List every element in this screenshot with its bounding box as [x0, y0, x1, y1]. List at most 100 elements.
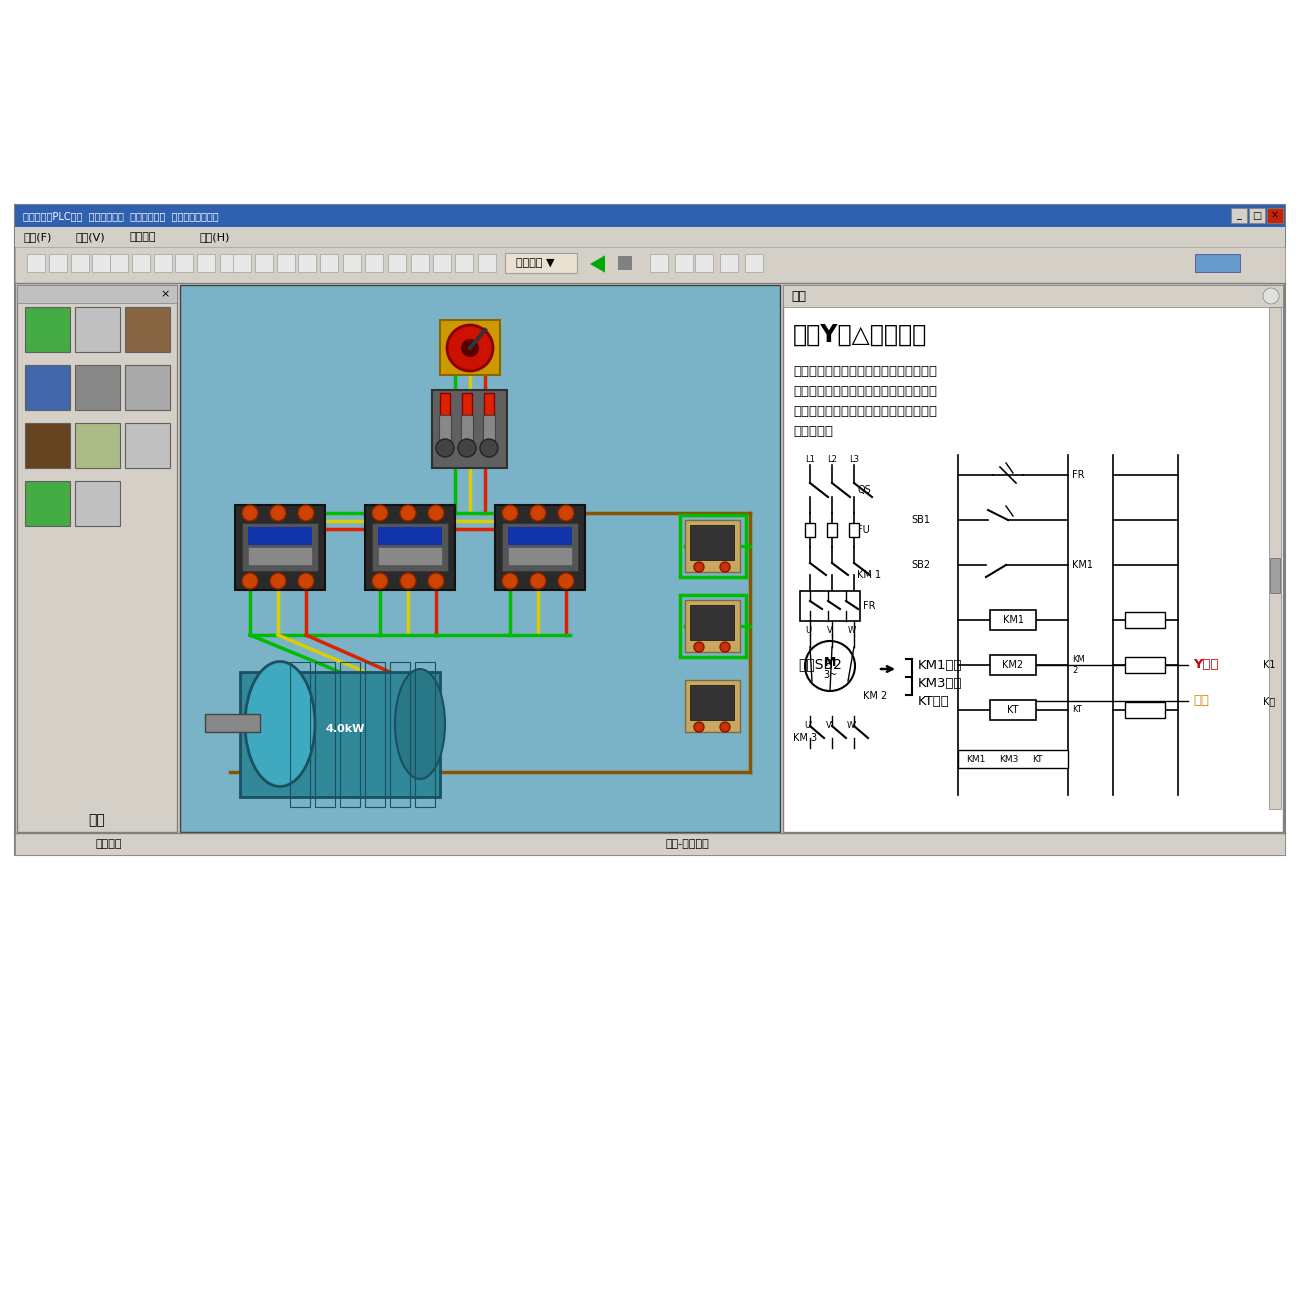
Bar	[248, 526, 312, 545]
Bar	[411, 254, 429, 272]
Text: KT得电: KT得电	[918, 696, 950, 708]
Bar	[675, 254, 693, 272]
Bar	[991, 655, 1036, 675]
Bar	[242, 523, 318, 571]
Bar	[504, 254, 577, 273]
Bar	[849, 523, 859, 537]
Text: KM 1: KM 1	[857, 569, 881, 580]
Bar	[495, 504, 585, 590]
Bar	[696, 254, 712, 272]
Text: W: W	[848, 627, 857, 634]
Circle shape	[242, 504, 257, 521]
Bar	[233, 254, 251, 272]
Text: U: U	[805, 627, 811, 634]
Circle shape	[298, 504, 315, 521]
Text: 电源: 电源	[88, 812, 105, 827]
Bar	[484, 415, 495, 439]
Text: KM2: KM2	[1002, 660, 1023, 670]
Text: FR: FR	[863, 601, 875, 611]
Ellipse shape	[244, 662, 315, 786]
Bar	[153, 254, 172, 272]
Bar	[179, 285, 780, 832]
Bar	[827, 523, 837, 537]
Bar	[25, 481, 70, 526]
Bar	[415, 662, 436, 807]
Bar	[1269, 307, 1280, 809]
Text: KM1: KM1	[966, 754, 985, 763]
Bar	[248, 547, 312, 566]
Text: KM3: KM3	[998, 754, 1018, 763]
Bar	[72, 254, 88, 272]
Bar	[805, 523, 815, 537]
Circle shape	[720, 562, 731, 572]
Text: Y起动: Y起动	[1193, 659, 1218, 672]
Text: 按下SB2: 按下SB2	[798, 656, 842, 671]
Bar	[502, 523, 578, 571]
Bar	[484, 393, 494, 415]
Circle shape	[270, 573, 286, 589]
Text: M: M	[824, 655, 836, 668]
Text: □: □	[1252, 211, 1261, 221]
Circle shape	[720, 722, 731, 732]
Bar	[365, 662, 385, 807]
Text: KM1: KM1	[1072, 560, 1093, 569]
Circle shape	[447, 325, 493, 370]
Circle shape	[462, 339, 478, 358]
Text: 帮助(H): 帮助(H)	[200, 231, 230, 242]
Bar	[783, 285, 1283, 832]
Bar	[685, 601, 740, 653]
Bar	[205, 714, 260, 732]
Bar	[439, 393, 450, 415]
Bar	[1124, 612, 1165, 628]
Bar	[1124, 656, 1165, 673]
Bar	[439, 320, 500, 374]
Bar	[455, 254, 473, 272]
Text: 该方法用于定子绕组在正常运行时接为三
角形的电动机，；电动机起动时，定子绕
组首先接成星形，至启动即将完成时再换
接成三角形: 该方法用于定子绕组在正常运行时接为三 角形的电动机，；电动机起动时，定子绕 组首…	[793, 365, 937, 438]
Bar	[0, 855, 1300, 1300]
Text: FR: FR	[1072, 471, 1084, 480]
Bar	[75, 365, 120, 410]
Circle shape	[428, 573, 445, 589]
Circle shape	[720, 642, 731, 653]
Circle shape	[458, 439, 476, 458]
Text: V': V'	[826, 722, 835, 731]
Text: KT: KT	[1008, 705, 1019, 715]
Text: 远程协助 ▼: 远程协助 ▼	[516, 257, 554, 268]
Text: 电气-电力拖动: 电气-电力拖动	[666, 838, 709, 849]
Bar	[690, 604, 734, 640]
Text: W': W'	[846, 722, 857, 731]
Text: 3~: 3~	[823, 670, 837, 680]
Circle shape	[428, 504, 445, 521]
Text: KT: KT	[1032, 754, 1043, 763]
Bar	[618, 256, 632, 270]
Bar	[685, 520, 740, 572]
Bar	[433, 254, 451, 272]
Bar	[685, 680, 740, 732]
Circle shape	[502, 504, 517, 521]
Bar	[462, 415, 473, 439]
Circle shape	[694, 642, 705, 653]
Bar	[75, 481, 120, 526]
Bar	[378, 547, 442, 566]
Text: 文件(F): 文件(F)	[23, 231, 52, 242]
Bar	[508, 547, 572, 566]
Text: KM1: KM1	[1002, 615, 1023, 625]
Text: FU: FU	[857, 525, 870, 536]
Text: U': U'	[803, 722, 812, 731]
Bar	[277, 254, 295, 272]
Bar	[92, 254, 111, 272]
Bar	[1268, 208, 1283, 224]
Text: 4.0kW: 4.0kW	[325, 724, 365, 734]
Bar	[478, 254, 497, 272]
Bar	[16, 205, 1284, 855]
Bar	[390, 662, 410, 807]
Text: QS: QS	[857, 485, 871, 495]
Bar	[25, 365, 70, 410]
Bar	[745, 254, 763, 272]
Text: KT: KT	[1072, 706, 1082, 715]
Bar	[991, 699, 1036, 720]
Bar	[290, 662, 309, 807]
Bar	[75, 307, 120, 352]
Bar	[111, 254, 127, 272]
Bar	[372, 523, 448, 571]
